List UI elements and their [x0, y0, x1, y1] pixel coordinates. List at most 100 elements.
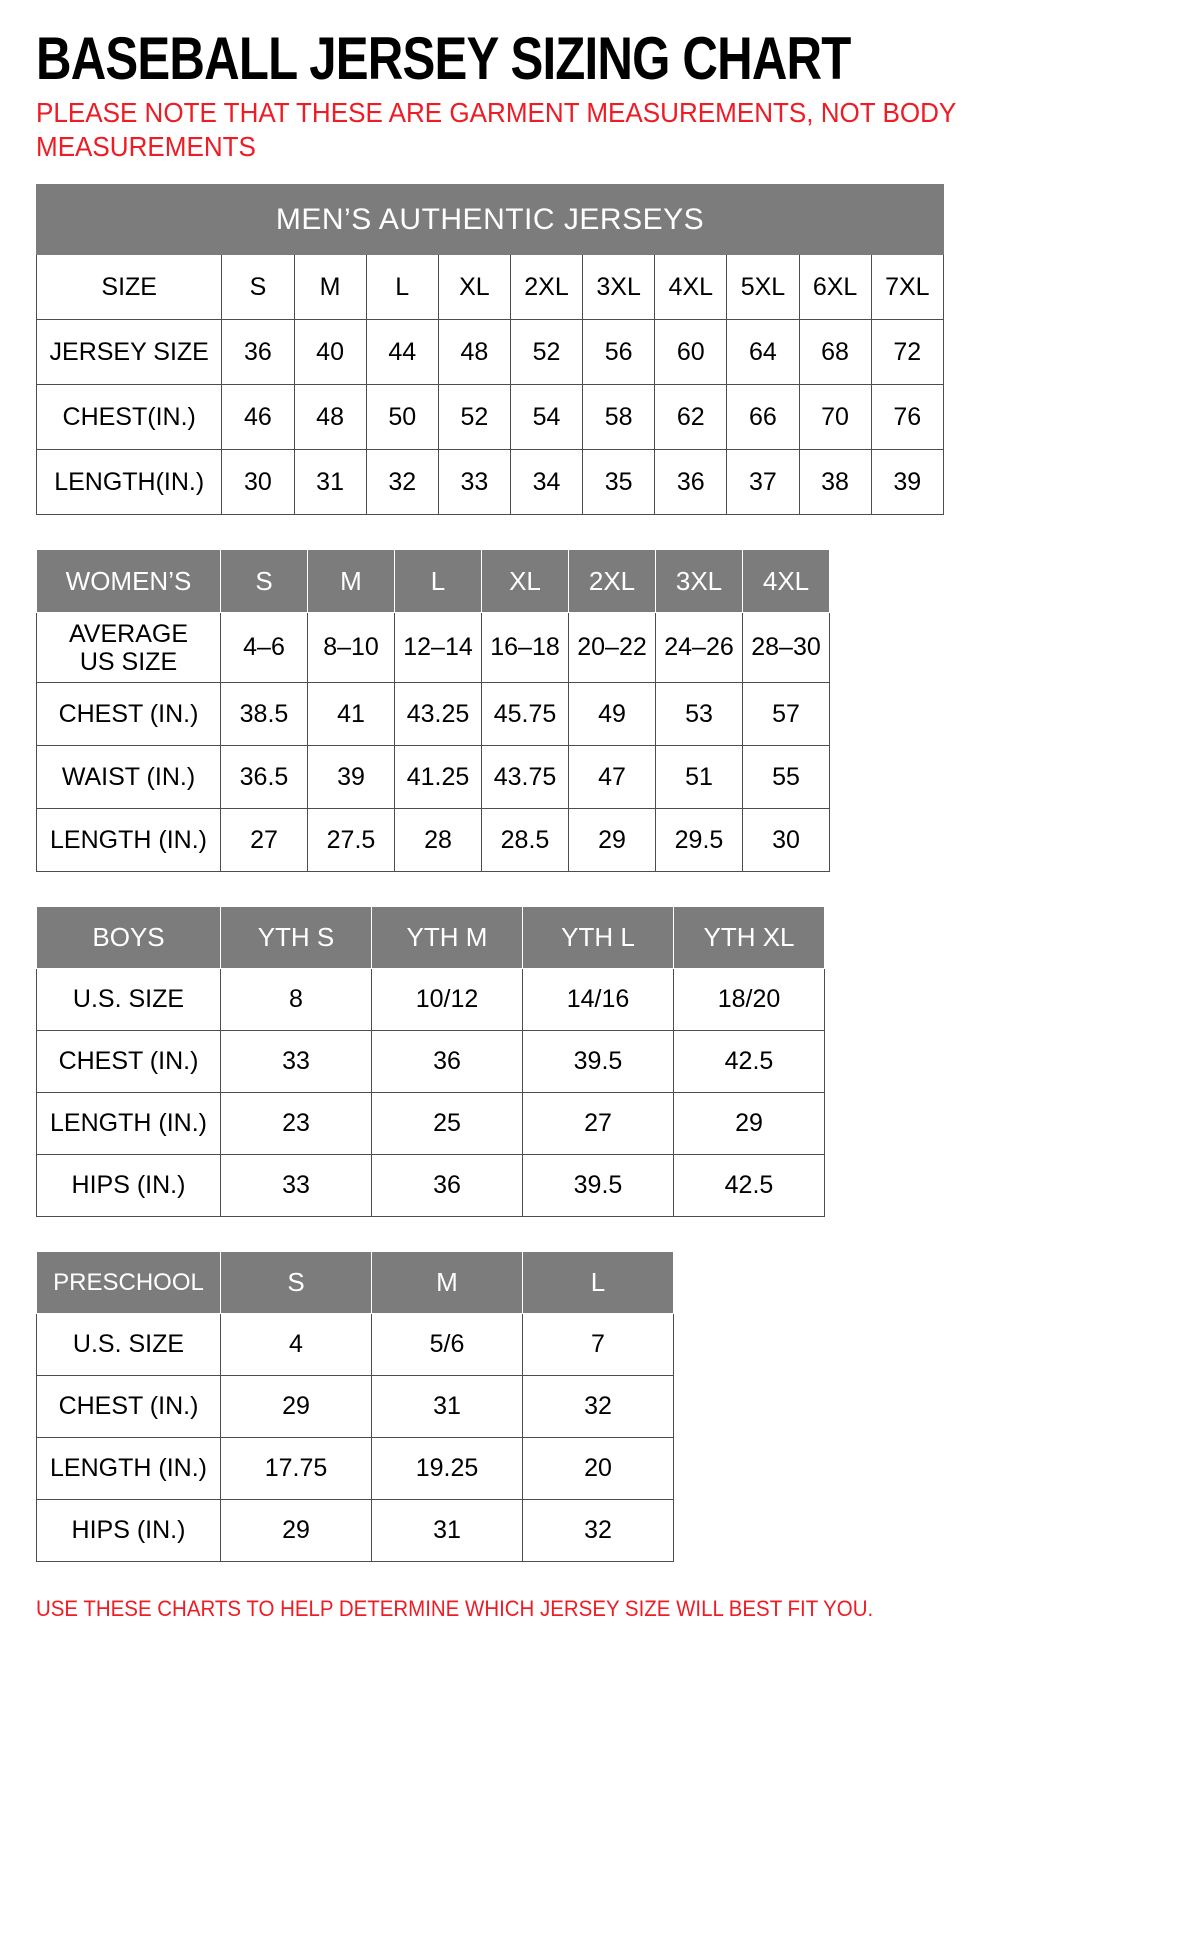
table-row: WAIST (IN.) 36.5 39 41.25 43.75 47 51 55 [36, 745, 830, 809]
cell: 48 [293, 384, 367, 450]
boys-col-yth-m: YTH M [371, 906, 523, 969]
cell: 36 [654, 449, 728, 515]
table-header-row: BOYS YTH S YTH M YTH L YTH XL [36, 906, 825, 969]
cell: 56 [582, 319, 656, 385]
cell: 16–18 [481, 612, 569, 683]
mens-col-s: S [221, 254, 295, 320]
boys-col-yth-s: YTH S [220, 906, 372, 969]
cell: 46 [221, 384, 295, 450]
cell: 36 [221, 319, 295, 385]
cell: 28–30 [742, 612, 830, 683]
cell: 29.5 [655, 808, 743, 872]
table-row: LENGTH (IN.) 17.75 19.25 20 [36, 1437, 674, 1500]
womens-col-s: S [220, 549, 308, 613]
row-label-jersey-size: JERSEY SIZE [35, 319, 223, 385]
cell: 28 [394, 808, 482, 872]
cell: 41.25 [394, 745, 482, 809]
row-label-hips: HIPS (IN.) [36, 1499, 221, 1562]
table-row: CHEST (IN.) 38.5 41 43.25 45.75 49 53 57 [36, 682, 830, 746]
cell: 31 [371, 1375, 523, 1438]
table-row: U.S. SIZE 4 5/6 7 [36, 1313, 674, 1376]
table-row: HIPS (IN.) 33 36 39.5 42.5 [36, 1154, 825, 1217]
cell: 68 [798, 319, 872, 385]
cell: 66 [726, 384, 800, 450]
cell: 51 [655, 745, 743, 809]
boys-col-yth-l: YTH L [522, 906, 674, 969]
cell: 39.5 [522, 1154, 674, 1217]
cell: 12–14 [394, 612, 482, 683]
preschool-col-s: S [220, 1251, 372, 1314]
cell: 33 [437, 449, 511, 515]
cell: 36 [371, 1154, 523, 1217]
cell: 42.5 [673, 1154, 825, 1217]
cell: 34 [509, 449, 584, 515]
cell: 72 [870, 319, 945, 385]
cell: 60 [654, 319, 728, 385]
womens-col-l: L [394, 549, 482, 613]
row-label-average-us-size: AVERAGE US SIZE [36, 612, 221, 683]
table-row: CHEST (IN.) 29 31 32 [36, 1375, 674, 1438]
row-label-length: LENGTH (IN.) [36, 1437, 221, 1500]
cell: 20–22 [568, 612, 656, 683]
row-label-chest: CHEST (IN.) [36, 1030, 221, 1093]
page-title: BASEBALL JERSEY SIZING CHART [36, 25, 851, 92]
row-label-chest: CHEST (IN.) [36, 682, 221, 746]
cell: 41 [307, 682, 395, 746]
cell: 31 [293, 449, 367, 515]
row-label-us-size: U.S. SIZE [36, 968, 221, 1031]
boys-col-yth-xl: YTH XL [673, 906, 825, 969]
cell: 32 [522, 1375, 674, 1438]
row-label-line1: AVERAGE [68, 619, 189, 648]
cell: 24–26 [655, 612, 743, 683]
mens-col-3xl: 3XL [582, 254, 656, 320]
womens-col-xl: XL [481, 549, 569, 613]
table-row: LENGTH(IN.) 30 31 32 33 34 35 36 37 38 3… [35, 449, 945, 515]
cell: 7 [522, 1313, 674, 1376]
cell: 48 [437, 319, 511, 385]
cell: 18/20 [673, 968, 825, 1031]
cell: 8–10 [307, 612, 395, 683]
boys-sizing-table: BOYS YTH S YTH M YTH L YTH XL U.S. SIZE … [36, 906, 825, 1217]
preschool-header-label: PRESCHOOL [36, 1251, 221, 1314]
table-row: CHEST (IN.) 33 36 39.5 42.5 [36, 1030, 825, 1093]
cell: 32 [365, 449, 439, 515]
row-label-waist: WAIST (IN.) [36, 745, 221, 809]
cell: 4 [220, 1313, 372, 1376]
cell: 58 [582, 384, 656, 450]
cell: 23 [220, 1092, 372, 1155]
cell: 29 [568, 808, 656, 872]
cell: 76 [870, 384, 945, 450]
cell: 52 [437, 384, 511, 450]
cell: 52 [509, 319, 584, 385]
row-label-chest: CHEST (IN.) [36, 1375, 221, 1438]
row-label-us-size: U.S. SIZE [36, 1313, 221, 1376]
cell: 47 [568, 745, 656, 809]
mens-col-m: M [293, 254, 367, 320]
womens-col-4xl: 4XL [742, 549, 830, 613]
cell: 36 [371, 1030, 523, 1093]
row-label-length: LENGTH(IN.) [35, 449, 223, 515]
row-label-line2: US SIZE [79, 647, 178, 676]
table-row: CHEST(IN.) 46 48 50 52 54 58 62 66 70 76 [35, 384, 945, 450]
cell: 17.75 [220, 1437, 372, 1500]
cell: 30 [221, 449, 295, 515]
cell: 38.5 [220, 682, 308, 746]
cell: 30 [742, 808, 830, 872]
row-label-chest: CHEST(IN.) [35, 384, 223, 450]
footer-note: USE THESE CHARTS TO HELP DETERMINE WHICH… [36, 1596, 874, 1621]
cell: 10/12 [371, 968, 523, 1031]
preschool-col-l: L [522, 1251, 674, 1314]
cell: 29 [220, 1499, 372, 1562]
cell: 45.75 [481, 682, 569, 746]
cell: 39 [870, 449, 945, 515]
cell: 44 [365, 319, 439, 385]
table-row: HIPS (IN.) 29 31 32 [36, 1499, 674, 1562]
cell: 32 [522, 1499, 674, 1562]
cell: 70 [798, 384, 872, 450]
row-label-length: LENGTH (IN.) [36, 808, 221, 872]
cell: 29 [220, 1375, 372, 1438]
cell: 40 [293, 319, 367, 385]
row-label-length: LENGTH (IN.) [36, 1092, 221, 1155]
mens-col-2xl: 2XL [509, 254, 584, 320]
mens-col-7xl: 7XL [870, 254, 945, 320]
